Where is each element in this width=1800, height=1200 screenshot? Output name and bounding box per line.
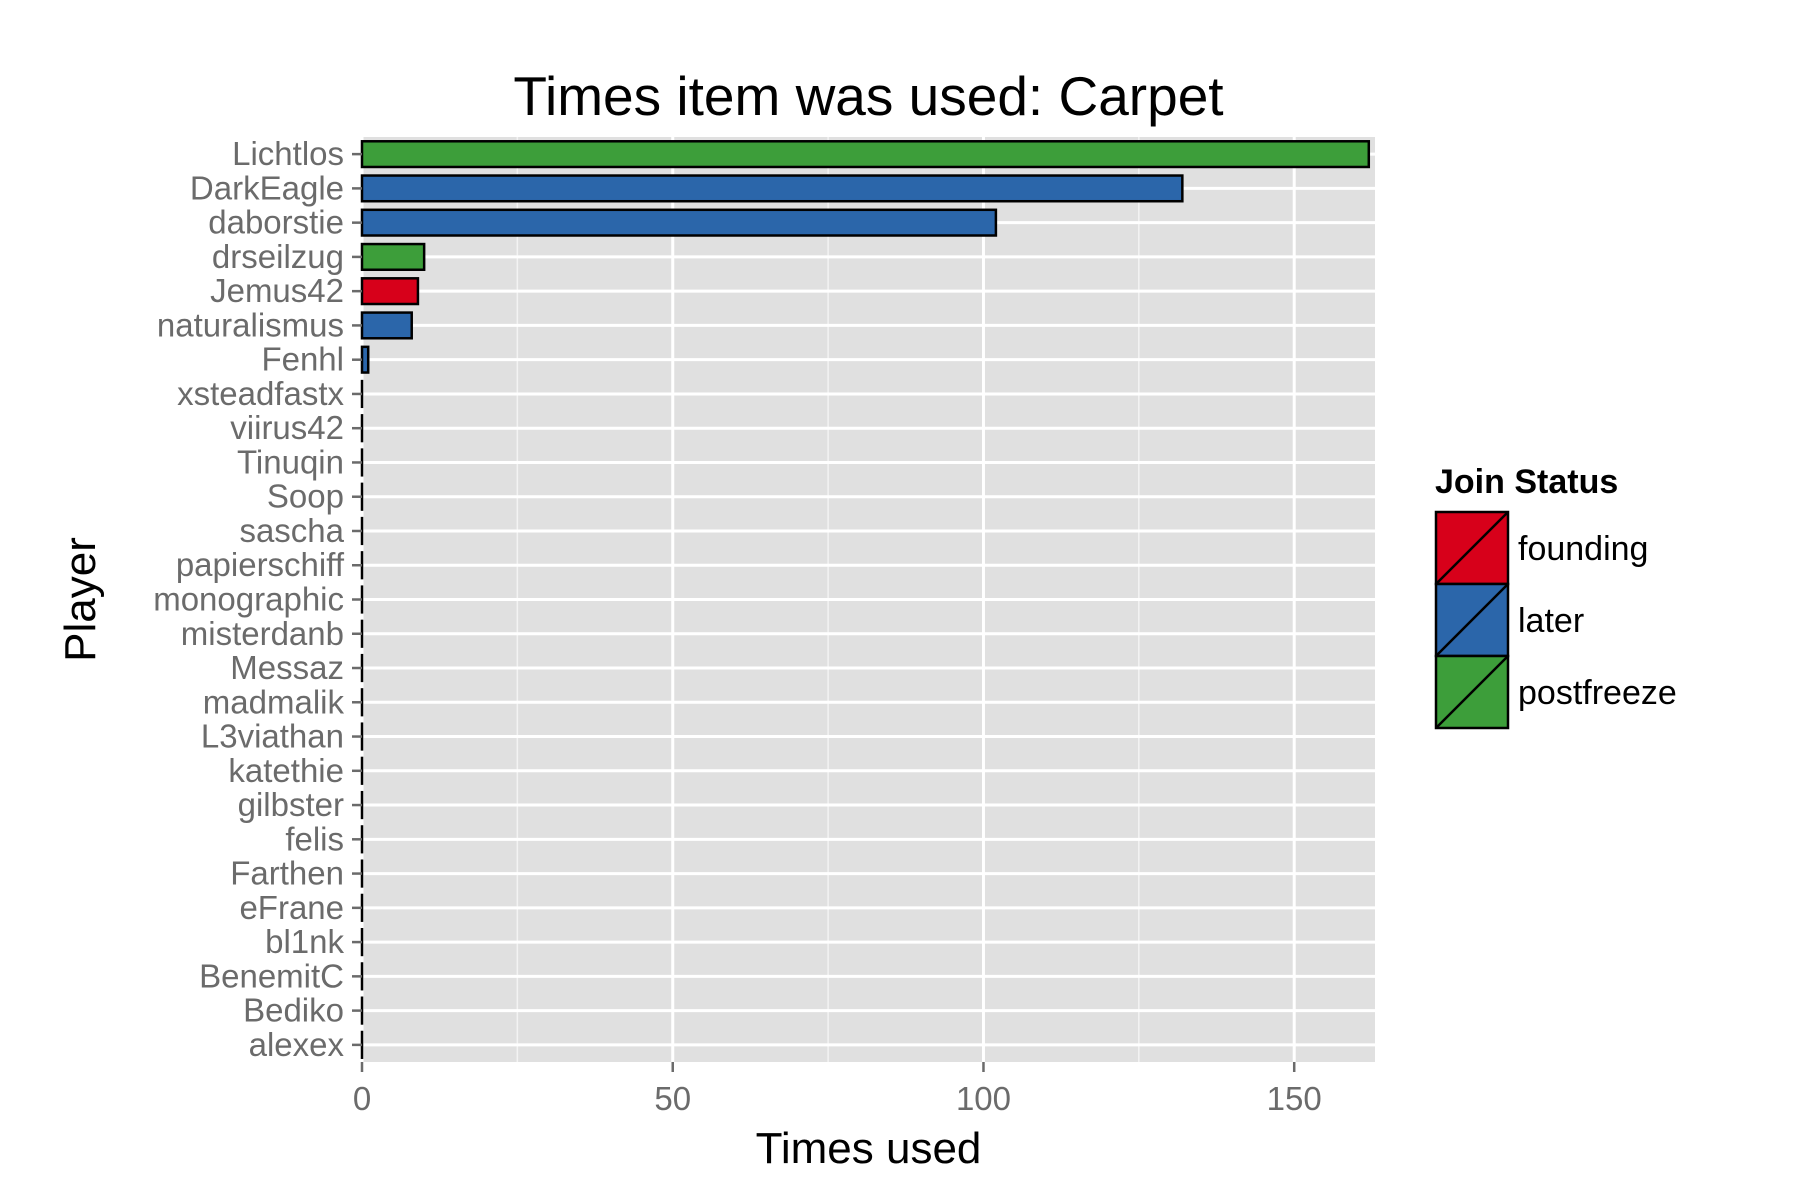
y-tick-label: Jemus42 [210,272,344,309]
y-tick-label: drseilzug [212,238,344,275]
bar-Lichtlos [360,140,1371,169]
y-tick-label: DarkEagle [190,169,344,206]
x-tick-label: 0 [353,1080,371,1117]
bar-DarkEagle [360,174,1184,203]
legend-title: Join Status [1435,463,1618,501]
y-tick-label: madmalik [203,683,345,720]
y-tick-label: Messaz [230,649,344,686]
y-tick-label: papierschiff [176,546,345,583]
y-tick-label: eFrane [239,889,344,926]
bar-Jemus42 [360,277,420,306]
x-axis-title: Times used [756,1124,982,1173]
bar-naturalismus [360,311,413,340]
legend-key-slash [1435,655,1509,729]
y-tick-label: Lichtlos [232,135,344,172]
chart-title: Times item was used: Carpet [513,65,1223,127]
y-tick-label: viirus42 [230,409,344,446]
y-tick-label: alexex [249,1026,345,1063]
legend-item-founding: founding [1434,510,1648,586]
legend-item-postfreeze: postfreeze [1434,654,1677,730]
axes: 0 50 100 150 LichtlosDarkEagledaborstiedrsei… [153,135,1322,1117]
y-tick-label: xsteadfastx [177,375,344,412]
y-axis-title: Player [56,537,105,662]
y-tick-label: naturalismus [157,306,344,343]
legend-key-slash [1435,583,1509,657]
y-tick-label: BenemitC [199,957,344,994]
y-tick-label: bl1nk [265,923,344,960]
bar-Fenhl [360,345,370,374]
bars [360,140,1371,1059]
legend-label-postfreeze: postfreeze [1518,674,1677,712]
y-tick-label: Soop [267,478,344,515]
y-tick-label: katethie [228,752,344,789]
y-tick-label: gilbster [238,786,344,823]
legend-label-later: later [1518,602,1584,640]
y-tick-label: Farthen [230,855,344,892]
y-tick-label: monographic [153,581,344,618]
y-tick-label: Bediko [243,992,344,1029]
y-tick-label: felis [285,820,344,857]
legend-label-founding: founding [1518,530,1648,568]
x-tick-label: 100 [956,1080,1011,1117]
y-tick-label: misterdanb [181,615,344,652]
y-tick-label: L3viathan [201,718,344,755]
bar-daborstie [360,208,998,237]
y-tick-label: sascha [239,512,344,549]
bar-drseilzug [360,242,426,272]
legend: Join Status founding later postfreeze [1434,463,1677,730]
y-tick-label: Tinuqin [237,443,344,480]
legend-item-later: later [1434,582,1584,658]
y-tick-label: daborstie [208,204,344,241]
legend-items: founding later postfreeze [1434,510,1677,730]
legend-key-slash [1435,511,1509,585]
y-tick-label: Fenhl [261,341,344,378]
x-tick-label: 150 [1267,1080,1322,1117]
x-tick-label: 50 [654,1080,691,1117]
